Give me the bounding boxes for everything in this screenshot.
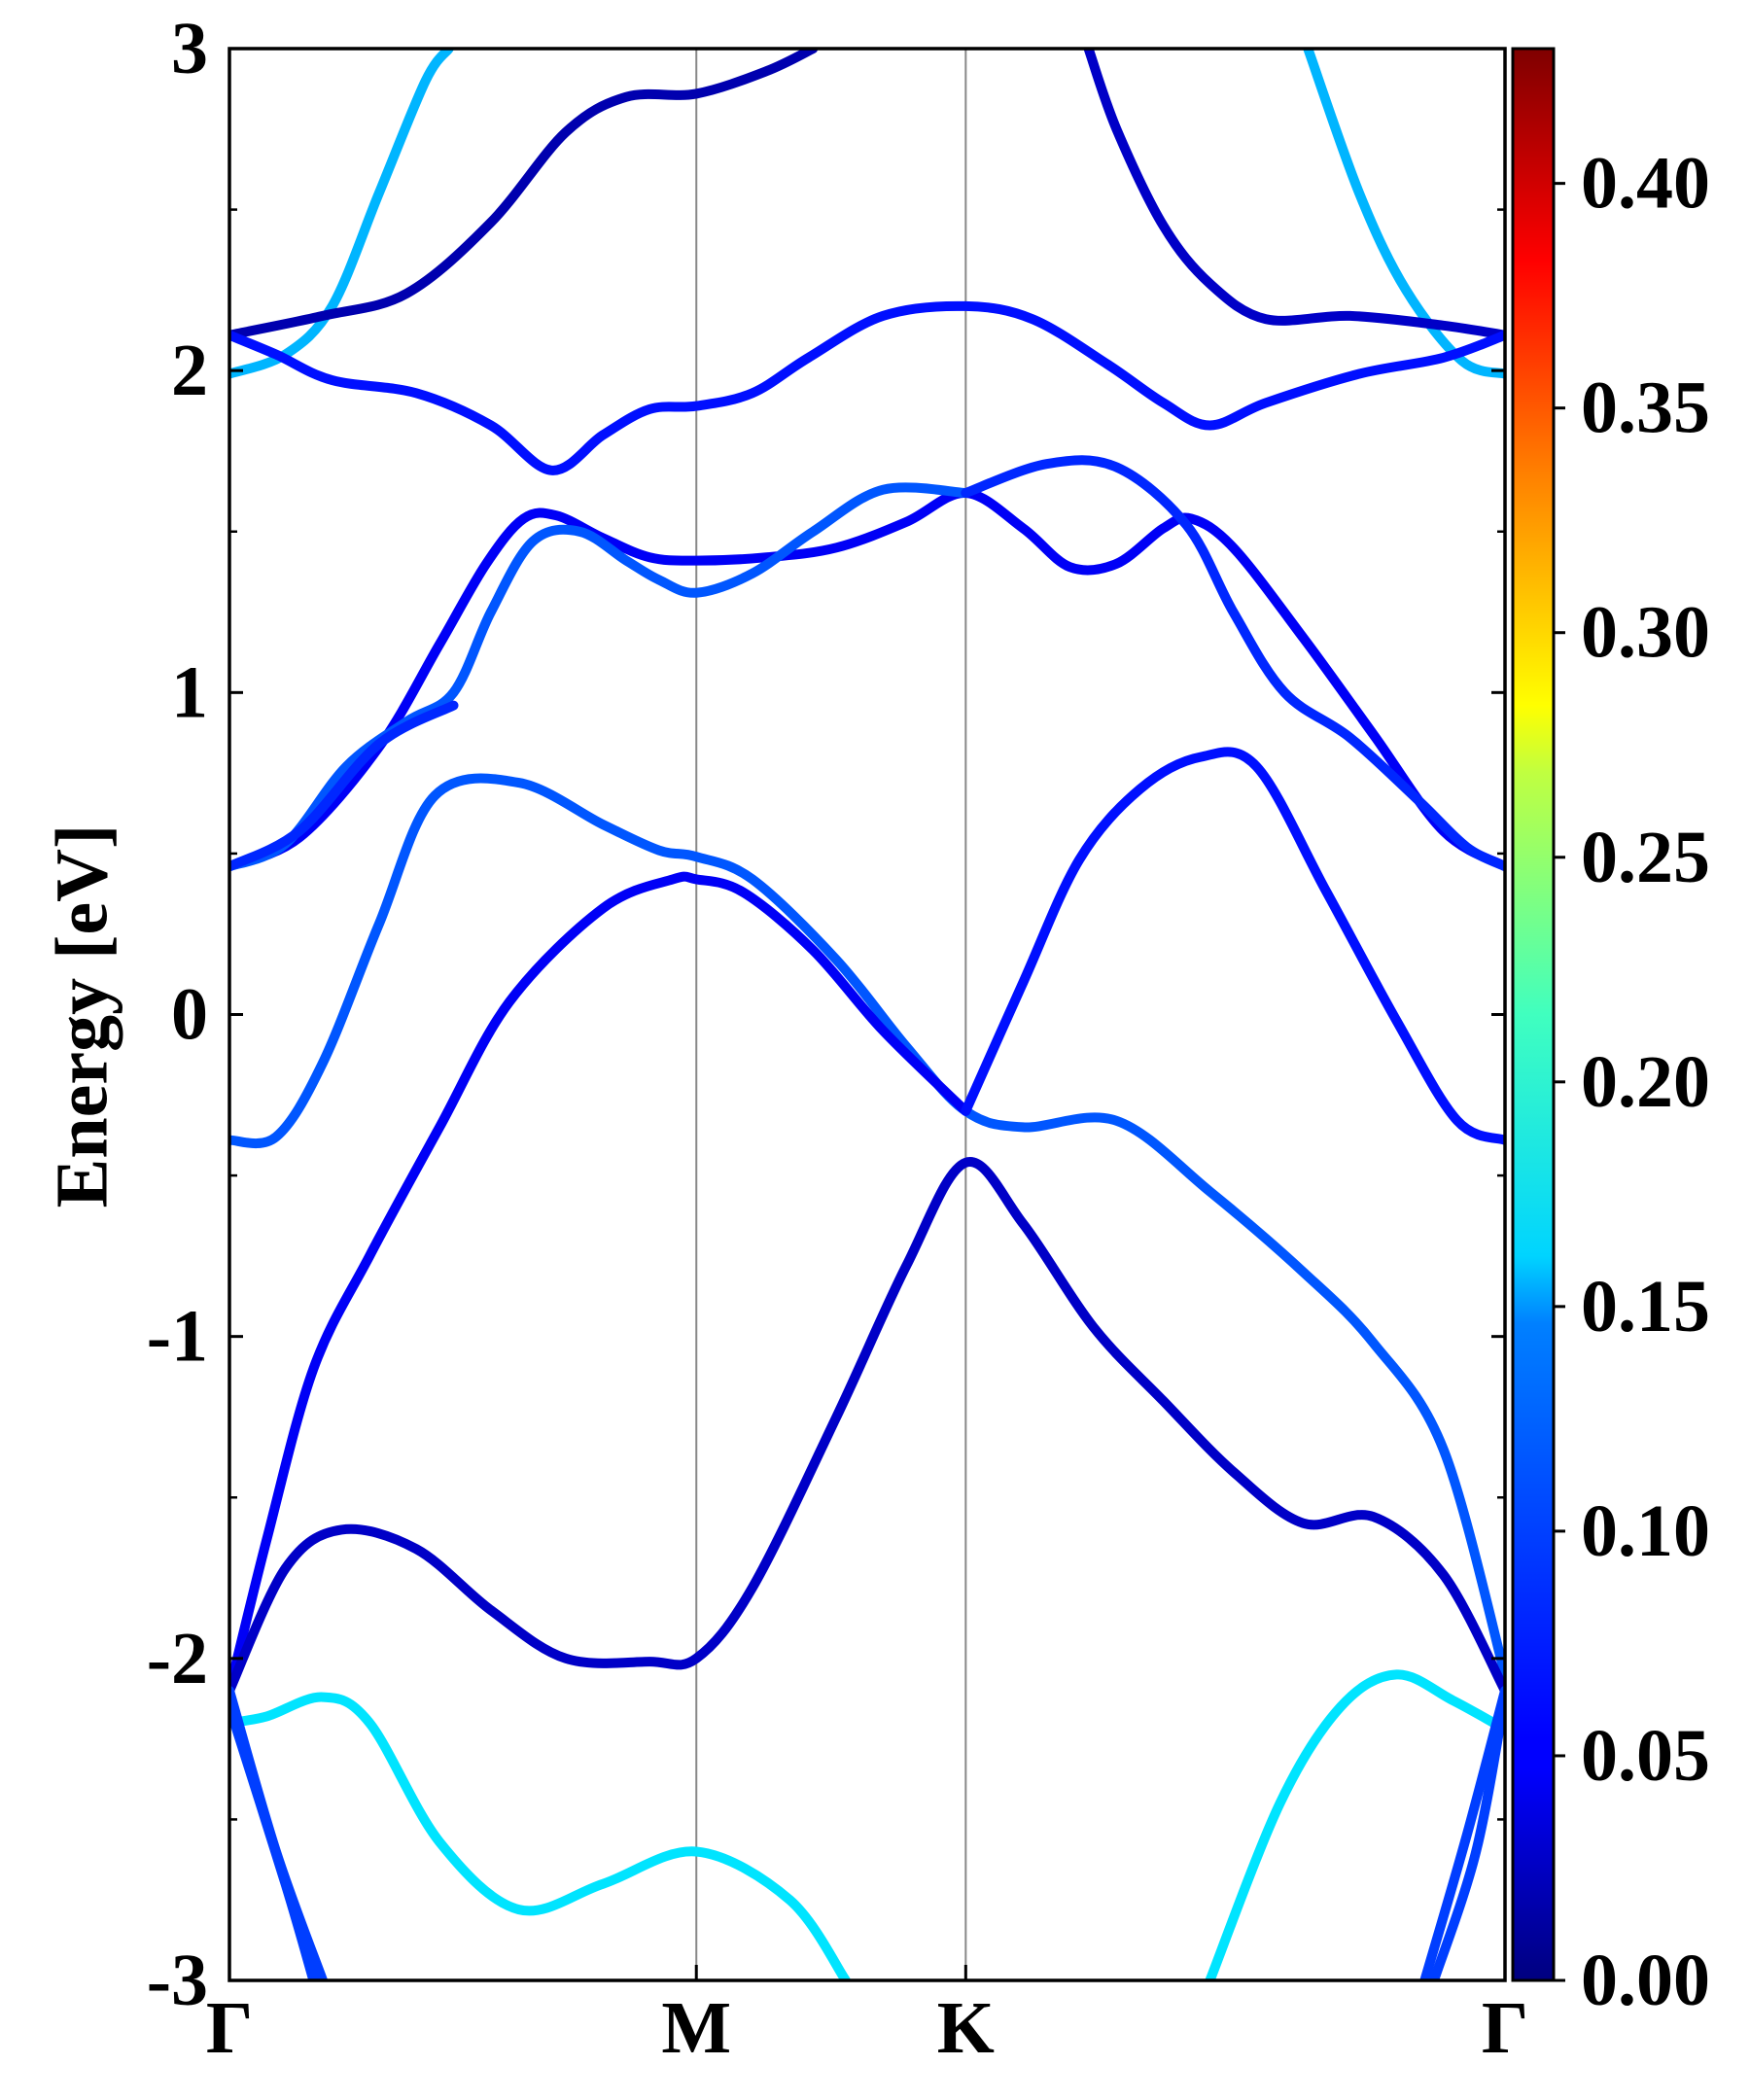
- band-7: [229, 700, 459, 872]
- band-8: [961, 455, 1505, 872]
- band-3: [1083, 49, 1505, 340]
- band-16: [229, 1701, 319, 1980]
- colorbar-ticks: 0.00 0.05 0.10 0.15 0.20 0.25 0.30 0.35 0.40: [1554, 143, 1710, 2021]
- colorbar: [1511, 47, 1556, 1982]
- y-axis-label: Energy [eV]: [41, 824, 122, 1208]
- y-tick-label-3: 0: [171, 974, 208, 1056]
- colorbar-tick-label-3: 0.15: [1581, 1266, 1710, 1348]
- band-18: [1429, 1692, 1505, 1980]
- band-13: [229, 1692, 851, 1980]
- y-tick-label-0: -3: [147, 1940, 208, 2021]
- x-tick-label-1: M: [661, 1987, 731, 2069]
- band-1: [1303, 49, 1505, 379]
- band-2: [229, 49, 819, 340]
- band-15: [229, 1686, 328, 1980]
- band-11: [961, 747, 1505, 1145]
- y-tick-label-4: 1: [171, 651, 208, 733]
- colorbar-tick-label-0: 0.00: [1581, 1940, 1710, 2021]
- band-4: [229, 300, 1505, 475]
- band-6: [229, 482, 971, 872]
- x-tick-label-0: Γ: [206, 1987, 253, 2069]
- x-tick-label-3: Γ: [1482, 1987, 1528, 2069]
- y-tick-label-1: -2: [147, 1618, 208, 1699]
- bands-group: [229, 49, 1505, 1980]
- colorbar-tick-label-4: 0.20: [1581, 1041, 1710, 1123]
- band-14: [1205, 1669, 1505, 1980]
- band-17: [1419, 1686, 1505, 1980]
- colorbar-tick-label-1: 0.05: [1581, 1715, 1710, 1797]
- x-tick-label-2: K: [937, 1987, 995, 2069]
- band-12: [229, 1157, 1505, 1696]
- colorbar-tick-label-7: 0.35: [1581, 368, 1710, 449]
- band-5: [229, 488, 1505, 872]
- y-tick-label-5: 2: [171, 330, 208, 411]
- colorbar-tick-label-8: 0.40: [1581, 143, 1710, 225]
- colorbar-tick-label-6: 0.30: [1581, 592, 1710, 674]
- y-tick-label-2: -1: [147, 1296, 208, 1378]
- y-tick-label-6: 3: [171, 8, 208, 89]
- y-axis-ticks: -3 -2 -1 0 1 2 3: [147, 8, 1505, 2021]
- colorbar-tick-label-2: 0.10: [1581, 1490, 1710, 1572]
- band-9: [229, 773, 1505, 1680]
- band-10: [229, 871, 971, 1696]
- colorbar-tick-label-5: 0.25: [1581, 817, 1710, 898]
